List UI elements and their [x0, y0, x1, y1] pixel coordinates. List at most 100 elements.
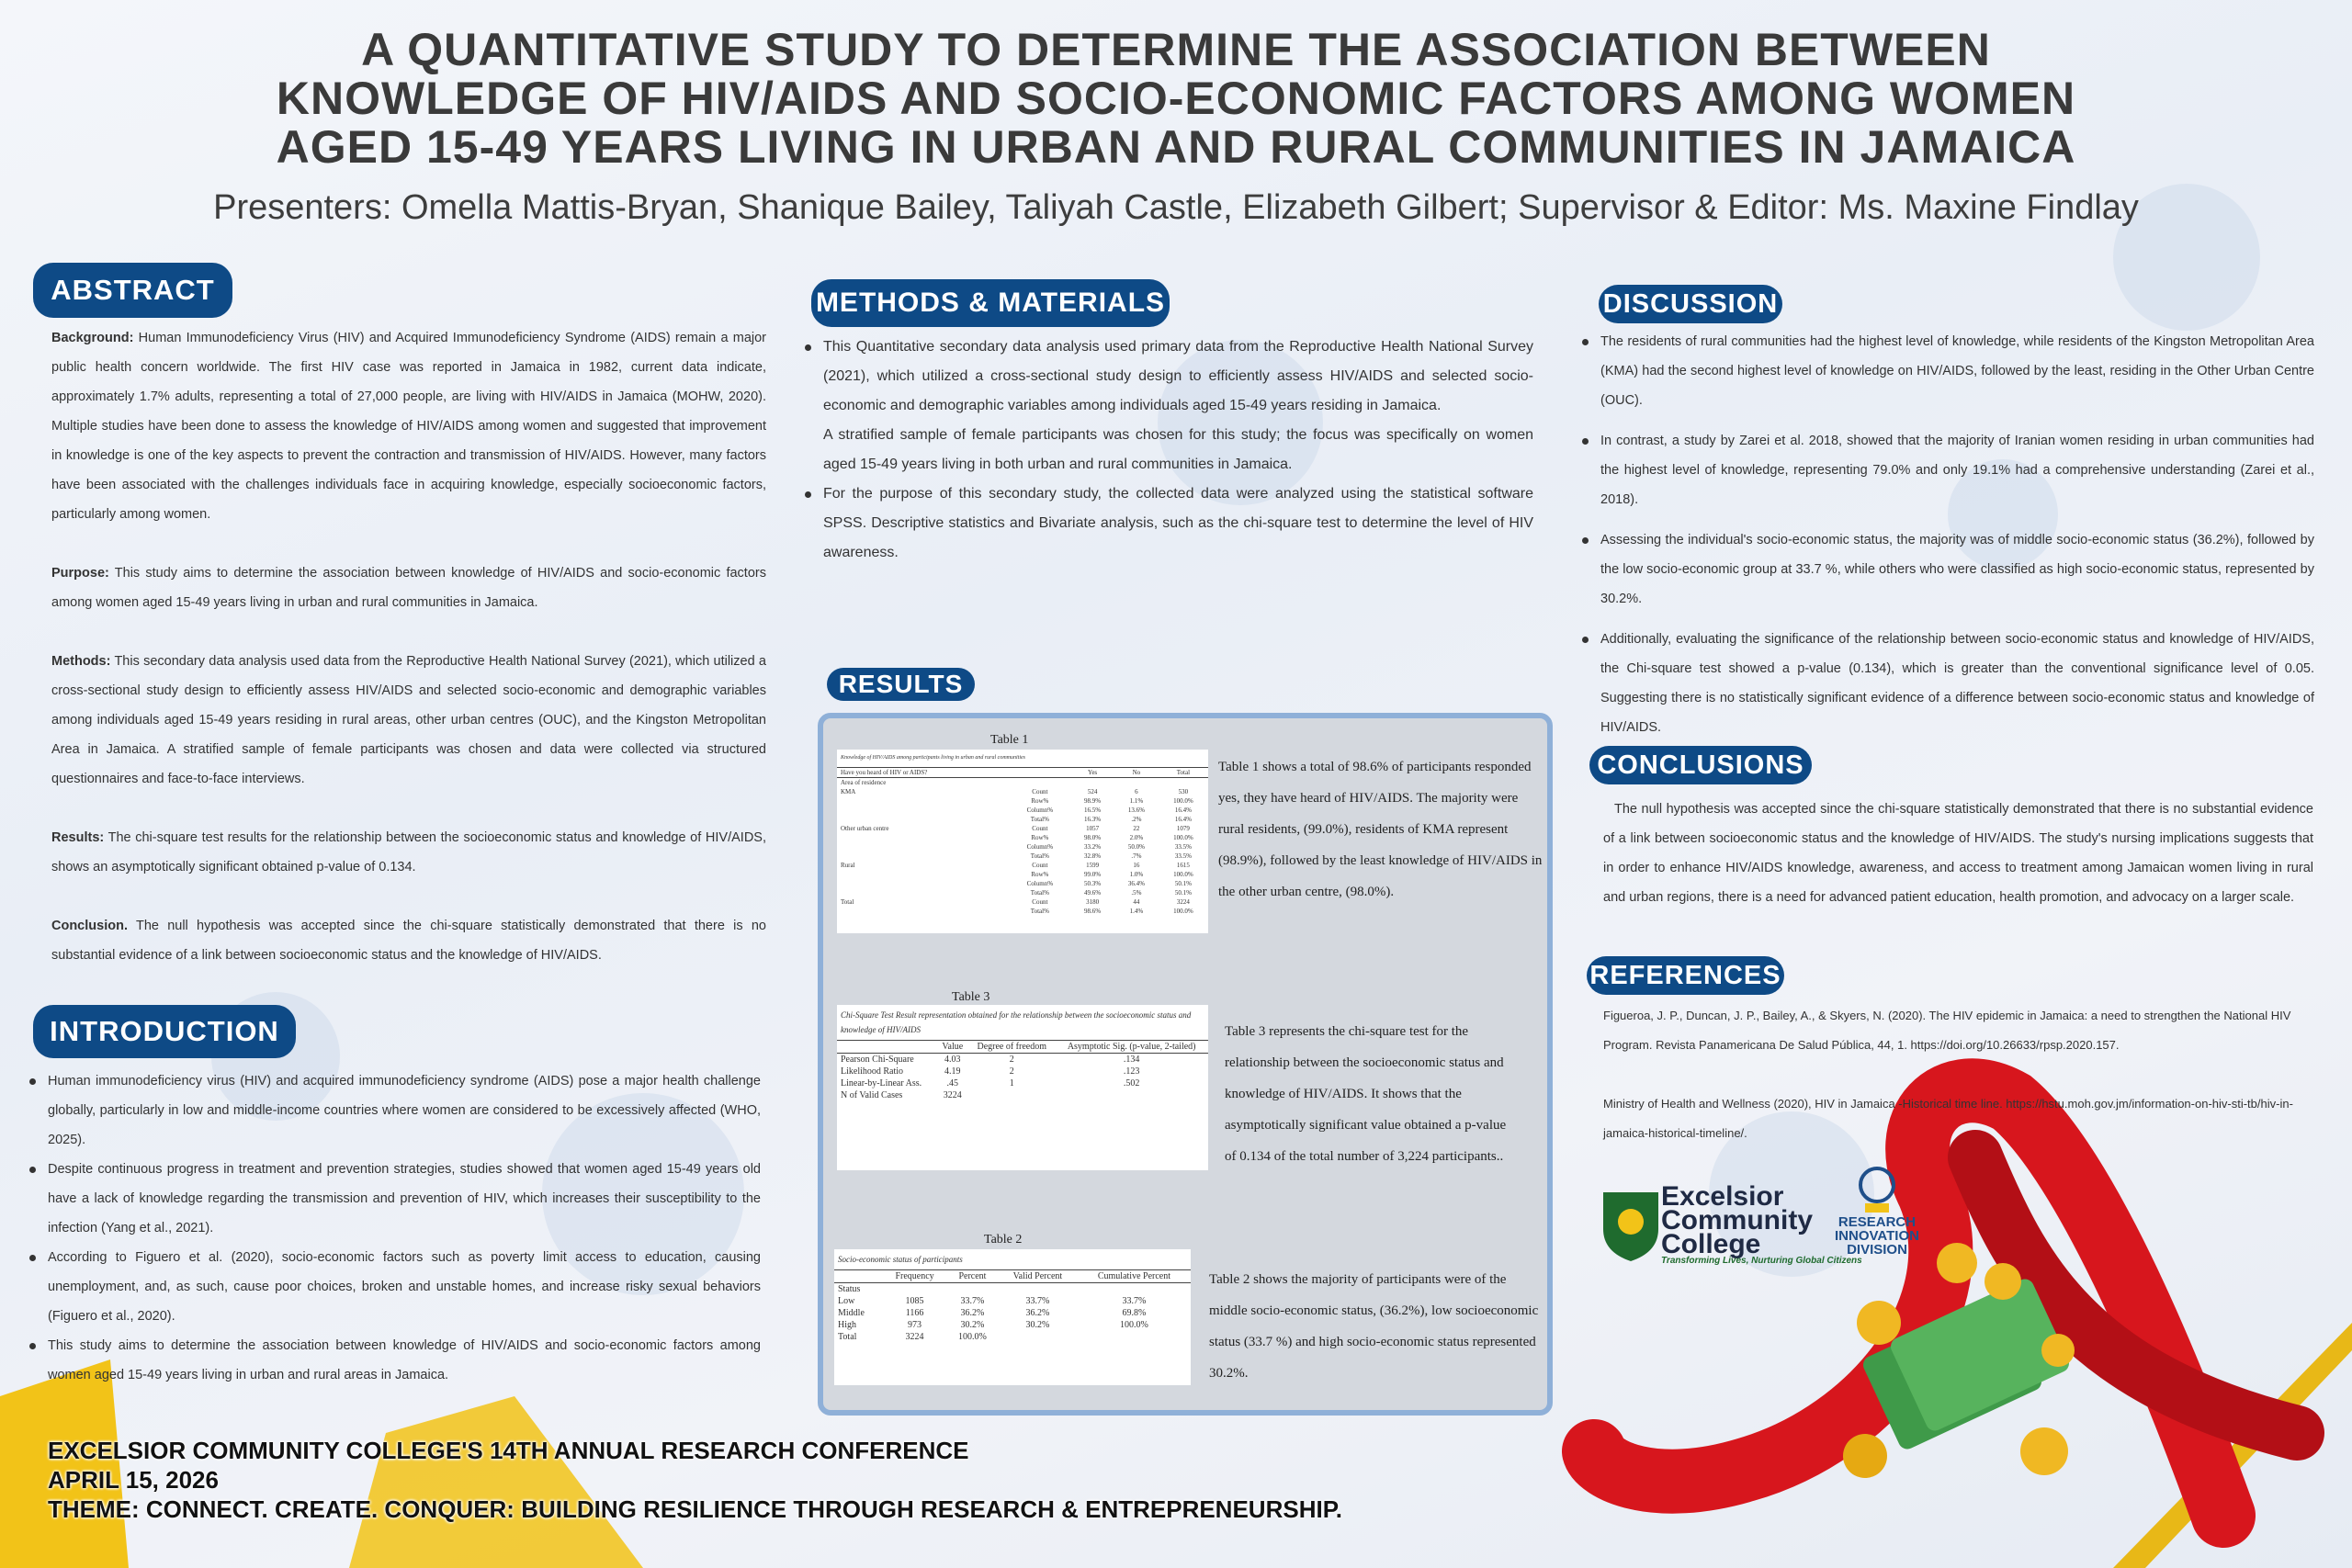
division-line: RESEARCH — [1838, 1214, 1917, 1230]
table-cell: Total — [1176, 769, 1191, 776]
section-heading: DISCUSSION — [1599, 285, 1782, 323]
table-cell: 3224 — [905, 1332, 924, 1342]
table-cell: 36.2% — [960, 1308, 985, 1318]
table-cell — [837, 796, 1010, 806]
table-cell — [837, 888, 1010, 897]
table-cell: 30.2% — [1025, 1320, 1050, 1330]
bullet: This study aims to determine the associa… — [29, 1331, 761, 1390]
gold-stripe — [2113, 1323, 2352, 1568]
division-line: INNOVATION — [1835, 1228, 1919, 1244]
table-cell: Valid Percent — [1012, 1271, 1063, 1281]
table-row: Total% 16.3% .2% 16.4% — [837, 815, 1208, 824]
conclusions-text: The null hypothesis was accepted since t… — [1603, 802, 2313, 905]
table-cell — [1159, 778, 1208, 788]
table-cell: KMA — [841, 788, 856, 795]
virus-shapes — [211, 184, 2260, 1295]
table-row: Rural Count 1599 16 1615 — [837, 861, 1208, 870]
college-line: Excelsior — [1661, 1181, 1784, 1212]
section-heading: REFERENCES — [1587, 956, 1784, 995]
table-cell: 33.5% — [1174, 843, 1192, 851]
college-tagline: Transforming Lives, Nurturing Global Cit… — [1661, 1256, 1862, 1266]
table-cell — [1010, 768, 1071, 778]
title: A QUANTITATIVE STUDY TO DETERMINE THE AS… — [0, 26, 2352, 172]
table-row: Column% 50.3% 36.4% 50.1% — [837, 879, 1208, 888]
table-row: High 973 30.2% 30.2% 100.0% — [834, 1319, 1191, 1331]
table-body: Value Degree of freedom Asymptotic Sig. (p… — [837, 1040, 1208, 1101]
footer: EXCELSIOR COMMUNITY COLLEGE'S 14TH ANNUA… — [48, 1436, 1342, 1524]
division-logo — [1859, 1167, 1895, 1213]
table-cell: Cumulative Percent — [1097, 1271, 1170, 1281]
footer-line: EXCELSIOR COMMUNITY COLLEGE'S 14TH ANNUA… — [48, 1437, 969, 1464]
table-cell: Percent — [958, 1271, 987, 1281]
table-cell: Row% — [1031, 834, 1049, 841]
table-cell: 69.8% — [1122, 1308, 1147, 1318]
bullet: Assessing the individual's socio-economi… — [1582, 525, 2314, 614]
table-row: KMA Count 524 6 530 — [837, 787, 1208, 796]
table-cell: Yes — [1087, 769, 1098, 776]
table-body: Have you heard of HIV or AIDS? Yes No Total… — [837, 767, 1208, 916]
table-cell: Count — [1032, 825, 1048, 832]
table-cell: Other urban centre — [841, 825, 889, 832]
table-row: Total% 32.8% .7% 33.5% — [837, 852, 1208, 861]
table-cell: 100.0% — [1120, 1320, 1148, 1330]
table-row: Linear-by-Linear Ass. .45 1 .502 — [837, 1077, 1208, 1089]
table-cell: 4.03 — [944, 1055, 961, 1065]
table-cell: 33.7% — [1122, 1296, 1147, 1306]
table-cell: 1.1% — [1129, 797, 1144, 805]
abstract-text: Background: Human Immunodeficiency Virus… — [51, 323, 766, 999]
bullet: According to Figuero et al. (2020), soci… — [29, 1243, 761, 1331]
table-caption: Knowledge of HIV/AIDS among participants… — [841, 755, 1025, 761]
table-cell: 99.0% — [1084, 871, 1102, 878]
table-cell: .123 — [1123, 1066, 1140, 1077]
table-cell: 16.4% — [1174, 816, 1192, 823]
table-cell: .2% — [1131, 816, 1142, 823]
paragraph: Methods: This secondary data analysis us… — [51, 647, 766, 794]
section-heading: INTRODUCTION — [33, 1005, 296, 1058]
table-cell: 30.2% — [960, 1320, 985, 1330]
table-cell: 1599 — [1086, 862, 1100, 869]
college-logo — [1603, 1192, 1658, 1261]
table-cell: 1057 — [1086, 825, 1100, 832]
table-cell: Linear-by-Linear Ass. — [841, 1078, 922, 1089]
table-cell: Total — [841, 898, 854, 906]
bullet: Human immunodeficiency virus (HIV) and a… — [29, 1066, 761, 1155]
college-name: Excelsior Community College — [1661, 1181, 1813, 1258]
division-name: RESEARCH INNOVATION DIVISION — [1833, 1215, 1921, 1257]
table-cell: 33.5% — [1174, 852, 1192, 860]
ribbon — [1948, 1130, 2324, 1461]
paragraph-label: Background: — [51, 331, 134, 345]
table: Chi-Square Test Result representation ob… — [837, 1005, 1208, 1170]
paragraph: Conclusion. The null hypothesis was acce… — [51, 911, 766, 970]
college-line: Community — [1661, 1205, 1813, 1235]
table-cell: 50.3% — [1084, 880, 1102, 887]
yellow-shape — [0, 1359, 129, 1568]
table-cell: 16 — [1133, 862, 1140, 869]
table-cell — [837, 870, 1010, 879]
table-cell — [1114, 778, 1159, 788]
table-cell: 36.2% — [1025, 1308, 1050, 1318]
table-cell: 50.1% — [1174, 889, 1192, 897]
table-label: Table 2 — [984, 1233, 1023, 1247]
table-cell: Count — [1032, 898, 1048, 906]
discussion-list: The residents of rural communities had t… — [1582, 327, 2314, 753]
table-cell: 98.9% — [1084, 797, 1102, 805]
footer-line: THEME: CONNECT. CREATE. CONQUER: BUILDIN… — [48, 1495, 1342, 1523]
table-cell: Rural — [841, 862, 855, 869]
table-cell — [1078, 1283, 1191, 1296]
paragraph: Background: Human Immunodeficiency Virus… — [51, 323, 766, 529]
table-cell — [837, 879, 1010, 888]
table-cell: 22 — [1133, 825, 1140, 832]
table-cell — [947, 1283, 998, 1296]
table-row: Row% 98.9% 1.1% 100.0% — [837, 796, 1208, 806]
table-cell: 1166 — [905, 1308, 924, 1318]
table-cell: 1079 — [1176, 825, 1190, 832]
table-cell — [998, 1331, 1078, 1343]
table-cell — [1055, 1089, 1208, 1101]
table-row: Row% 99.0% 1.0% 100.0% — [837, 870, 1208, 879]
table-cell: No — [1132, 769, 1141, 776]
table-cell: Have you heard of HIV or AIDS? — [841, 769, 928, 776]
presenters: Presenters: Omella Mattis-Bryan, Shaniqu… — [213, 188, 2139, 227]
table-cell: 98.6% — [1084, 908, 1102, 915]
table-cell: 4.19 — [944, 1066, 961, 1077]
